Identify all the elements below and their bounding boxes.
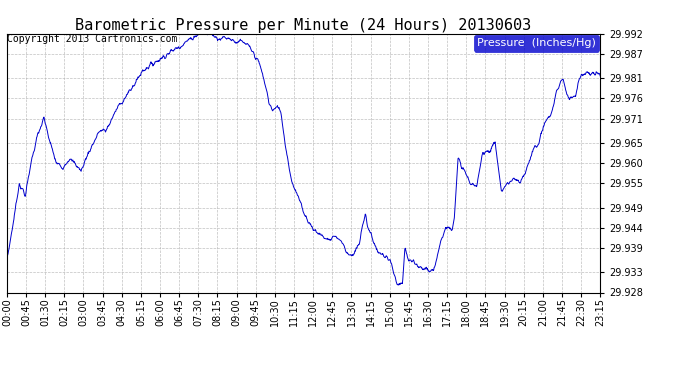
Legend: Pressure  (Inches/Hg): Pressure (Inches/Hg) [473, 35, 599, 51]
Text: Copyright 2013 Cartronics.com: Copyright 2013 Cartronics.com [7, 34, 177, 44]
Title: Barometric Pressure per Minute (24 Hours) 20130603: Barometric Pressure per Minute (24 Hours… [75, 18, 532, 33]
